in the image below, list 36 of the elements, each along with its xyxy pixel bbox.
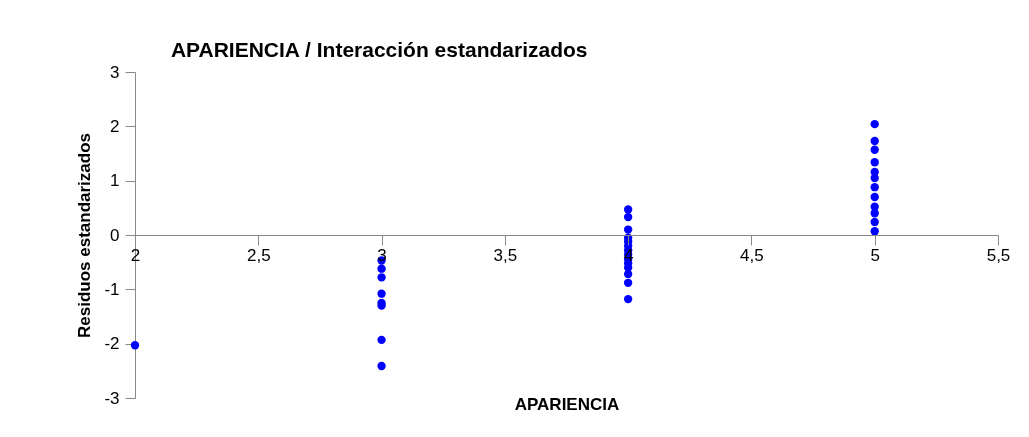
point [623,212,633,222]
point [377,264,386,273]
chart-title: APARIENCIA / Interacción estandarizados [170,38,588,61]
x-tick-label: 5,5 [986,245,1011,265]
y-tick-label: 0 [110,225,120,245]
x-tick-label: 2 [130,245,141,265]
point [130,341,140,350]
y-tick-label: 1 [110,171,120,191]
y-tick-label: 3 [110,62,120,82]
point [623,294,633,304]
y-tick-label: -2 [104,334,120,354]
y-tick-label: 2 [110,116,120,136]
x-tick-label: 4,5 [740,245,764,265]
point [870,183,879,192]
point [377,289,386,298]
point [870,158,879,167]
y-tick-label: -1 [104,279,120,299]
point [377,273,386,282]
point [377,335,386,345]
x-tick-label: 3,5 [493,245,518,265]
point [377,361,386,371]
point [623,278,633,287]
point [870,192,879,202]
point [870,119,879,129]
x-axis-title: APARIENCIA [514,394,620,414]
point [870,227,879,236]
y-axis-title: Residuos estandarizados [75,132,95,339]
point [870,217,879,227]
point [623,225,633,234]
x-tick-label: 5 [870,245,880,265]
point [870,209,879,218]
x-tick-label: 2,5 [246,245,271,265]
y-tick-label: -3 [104,388,120,408]
point [870,136,879,146]
point [623,205,633,214]
point [870,145,879,154]
